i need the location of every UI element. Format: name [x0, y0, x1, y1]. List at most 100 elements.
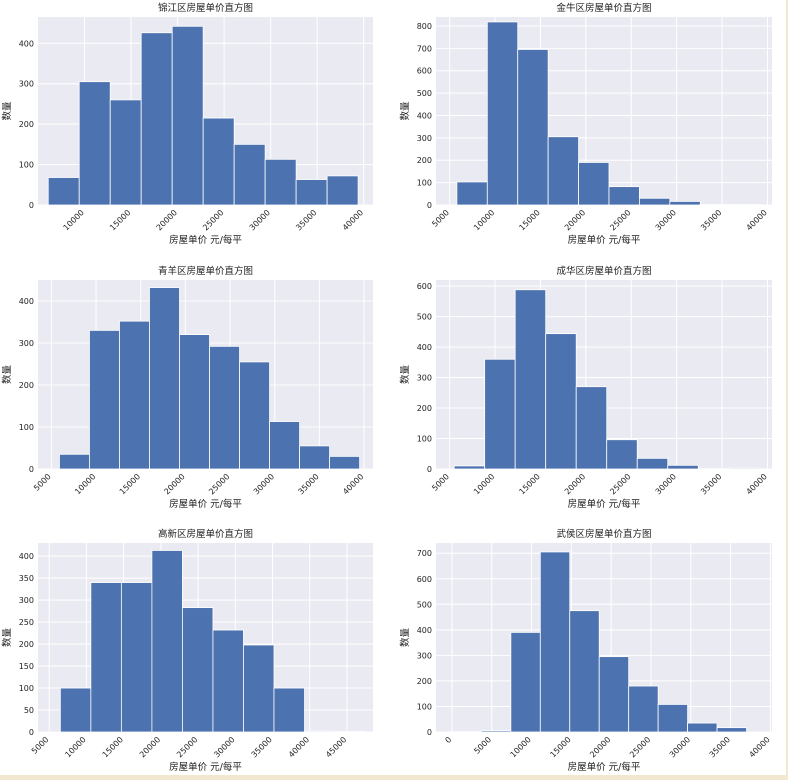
histogram-bar: [453, 465, 486, 469]
y-tick-label: 100: [417, 179, 432, 188]
histogram-bar: [47, 177, 80, 205]
x-tick-label: 40000: [341, 472, 365, 496]
histogram-bar: [687, 722, 718, 732]
x-tick-label: 35000: [699, 208, 723, 232]
y-tick-label: 0: [427, 465, 432, 474]
y-axis-label: 数量: [1, 101, 13, 121]
histogram-bar: [149, 287, 180, 469]
y-tick-label: 0: [427, 201, 432, 210]
histogram-bar: [109, 99, 142, 205]
histogram-bar: [90, 582, 122, 732]
chart-title: 武侯区房屋单价直方图: [556, 528, 651, 540]
bars: [59, 287, 361, 469]
y-axis-label: 数量: [399, 101, 411, 121]
histogram-bar: [657, 704, 689, 732]
x-tick-label: 20000: [138, 735, 162, 759]
histogram-bar: [179, 334, 210, 469]
x-tick-label: 45000: [324, 735, 348, 759]
histogram-bar: [569, 610, 600, 732]
x-tick-label: 0: [443, 735, 453, 745]
histogram-bar: [578, 162, 610, 205]
histogram-bar: [636, 457, 669, 469]
x-tick-label: 15000: [517, 208, 541, 232]
chart-title: 金牛区房屋单价直方图: [556, 2, 651, 14]
x-tick-label: 30000: [654, 208, 678, 232]
histogram-bar: [140, 32, 173, 205]
x-tick-label: 35000: [296, 472, 320, 496]
histogram-bar: [598, 656, 630, 732]
histogram-bar: [517, 49, 549, 205]
x-tick-label: 15000: [108, 208, 132, 232]
y-tick-label: 100: [417, 435, 432, 444]
x-tick-label: 35000: [708, 735, 732, 759]
y-tick-label: 500: [417, 313, 432, 322]
histogram-bar: [171, 25, 204, 205]
x-tick-label: 5000: [430, 208, 451, 229]
x-tick-label: 25000: [207, 472, 231, 496]
x-tick-label: 35000: [250, 735, 274, 759]
y-tick-label: 600: [417, 67, 432, 76]
x-tick-label: 20000: [563, 208, 587, 232]
histogram-bar: [119, 320, 150, 469]
x-tick-label: 5000: [472, 735, 493, 756]
histogram-bar: [59, 687, 92, 732]
y-tick-label: 200: [417, 156, 432, 165]
x-tick-label: 40000: [745, 208, 769, 232]
y-tick-label: 300: [417, 651, 432, 660]
y-tick-label: 0: [29, 201, 34, 210]
x-tick-label: 20000: [588, 735, 612, 759]
x-tick-label: 25000: [628, 735, 652, 759]
x-tick-label: 15000: [548, 735, 572, 759]
y-tick-label: 350: [19, 574, 34, 583]
x-axis-label: 房屋单价 元/每平: [169, 498, 242, 510]
bars: [47, 25, 359, 205]
y-tick-label: 0: [427, 728, 432, 737]
x-tick-label: 10000: [73, 472, 97, 496]
y-tick-label: 400: [19, 297, 34, 306]
y-tick-label: 300: [19, 339, 34, 348]
x-tick-label: 10000: [509, 735, 533, 759]
x-tick-label: 10000: [62, 208, 86, 232]
y-tick-label: 200: [19, 120, 34, 129]
x-tick-label: 5000: [32, 472, 53, 493]
y-tick-label: 100: [19, 161, 34, 170]
histogram-panel-2: 0 100 200 300 400 500 600 700 800 5000 10000 15000 2…: [399, 2, 772, 246]
histogram-bar: [326, 175, 359, 205]
y-tick-label: 250: [19, 618, 34, 627]
x-tick-label: 40000: [747, 735, 771, 759]
x-tick-label: 30000: [654, 472, 678, 496]
histogram-bar: [243, 644, 275, 732]
x-tick-label: 40000: [287, 735, 311, 759]
histogram-bar: [273, 687, 305, 732]
x-tick-label: 15000: [517, 472, 541, 496]
x-axis-label: 房屋单价 元/每平: [568, 234, 641, 246]
y-tick-label: 400: [19, 39, 34, 48]
histogram-panel-1: 0 100 200 300 400 10000 15000 20000 25000 30000 35…: [1, 2, 373, 246]
bars: [453, 289, 760, 469]
histogram-bar: [299, 445, 330, 469]
x-tick-label: 35000: [699, 472, 723, 496]
x-tick-label: 25000: [608, 472, 632, 496]
y-tick-label: 700: [417, 549, 432, 558]
histogram-bar: [120, 582, 153, 732]
histogram-bar: [514, 289, 547, 469]
y-tick-label: 150: [19, 662, 34, 671]
chart-title: 锦江区房屋单价直方图: [158, 2, 253, 14]
y-tick-label: 400: [417, 343, 432, 352]
histogram-panel-4: 0 100 200 300 400 500 600 5000 10000 15000 20000 25…: [399, 265, 772, 510]
y-tick-label: 200: [417, 677, 432, 686]
y-tick-label: 800: [417, 22, 432, 31]
histogram-panel-5: 0 50 100 150 200 250 300 350 400 5000 10000 15000 20…: [1, 528, 373, 773]
x-tick-label: 25000: [201, 208, 225, 232]
x-tick-label: 10000: [472, 472, 496, 496]
y-tick-label: 300: [417, 374, 432, 383]
histogram-bar: [304, 730, 336, 732]
y-tick-label: 600: [417, 282, 432, 291]
x-tick-label: 30000: [252, 472, 276, 496]
x-tick-label: 10000: [63, 735, 87, 759]
x-tick-label: 20000: [563, 472, 587, 496]
x-tick-label: 30000: [668, 735, 692, 759]
histogram-bar: [608, 186, 640, 205]
histogram-bar: [575, 386, 608, 469]
y-tick-label: 700: [417, 44, 432, 53]
